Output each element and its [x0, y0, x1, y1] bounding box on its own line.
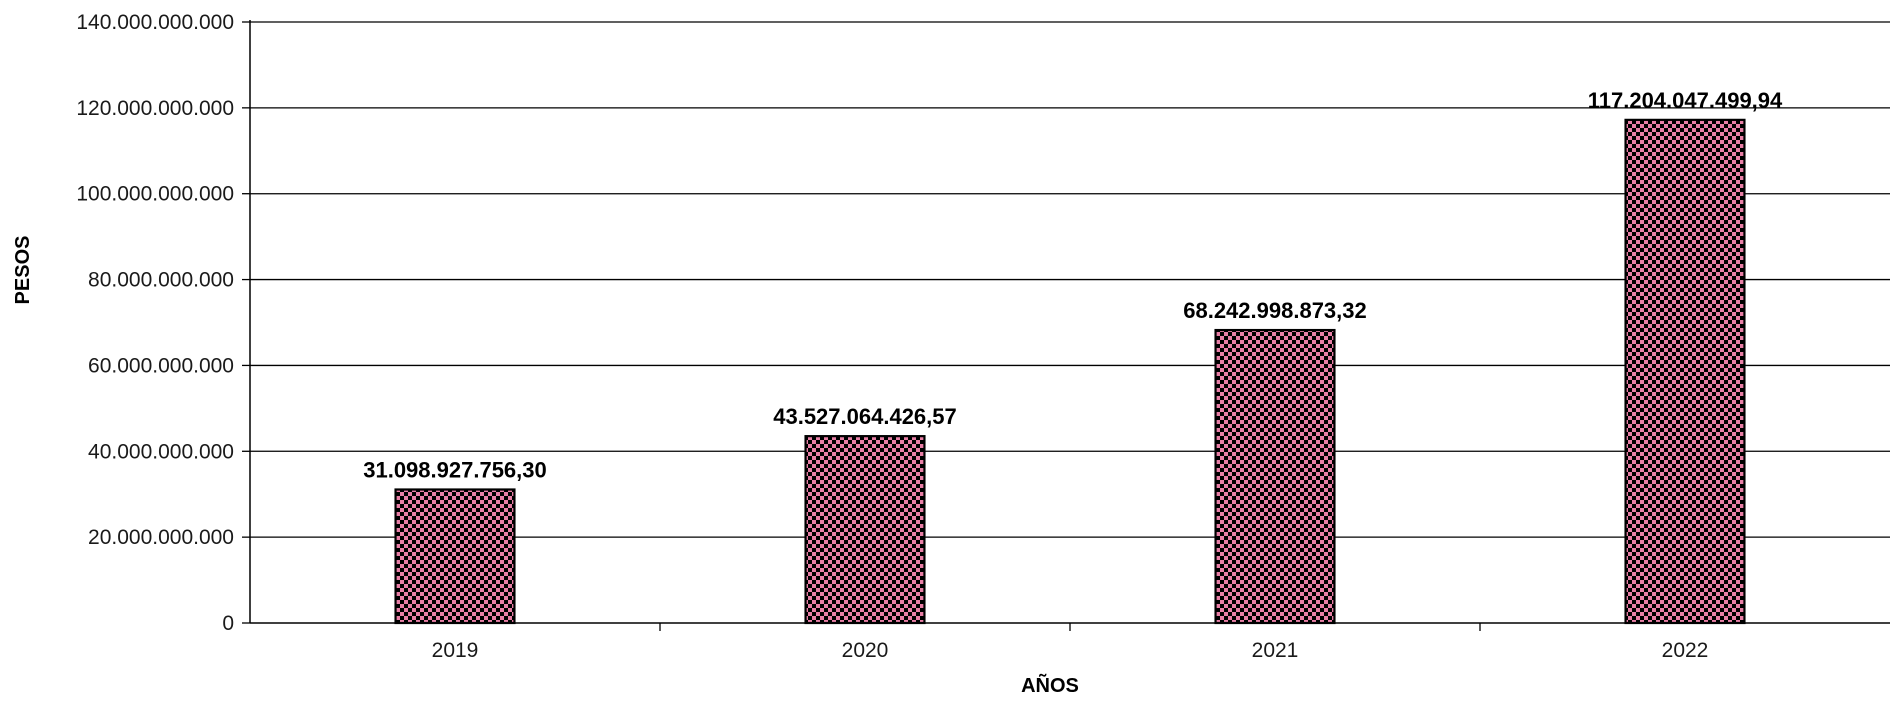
- x-tick-label: 2020: [842, 639, 889, 662]
- bar-2020: [804, 435, 926, 625]
- y-tick-label: 100.000.000.000: [76, 183, 234, 206]
- x-axis-title: AÑOS: [1021, 674, 1079, 697]
- bar-2019: [394, 488, 516, 625]
- data-label-2019: 31.098.927.756,30: [363, 457, 547, 482]
- y-tick-label: 140.000.000.000: [76, 11, 234, 34]
- data-label-2021: 68.242.998.873,32: [1183, 298, 1367, 323]
- y-axis-title: PESOS: [12, 236, 34, 305]
- bar-2021: [1214, 328, 1336, 625]
- bar-2022: [1624, 118, 1746, 625]
- y-tick-label: 120.000.000.000: [76, 97, 234, 120]
- x-tick-label: 2022: [1662, 639, 1709, 662]
- y-tick-label: 60.000.000.000: [88, 354, 234, 377]
- y-tick-label: 0: [222, 612, 234, 635]
- data-label-2022: 117.204.047.499,94: [1588, 88, 1783, 113]
- x-tick-label: 2019: [432, 639, 479, 662]
- x-tick-label: 2021: [1252, 639, 1299, 662]
- y-tick-label: 80.000.000.000: [88, 269, 234, 292]
- y-tick-label: 40.000.000.000: [88, 440, 234, 463]
- y-tick-label: 20.000.000.000: [88, 526, 234, 549]
- data-label-2020: 43.527.064.426,57: [773, 404, 957, 429]
